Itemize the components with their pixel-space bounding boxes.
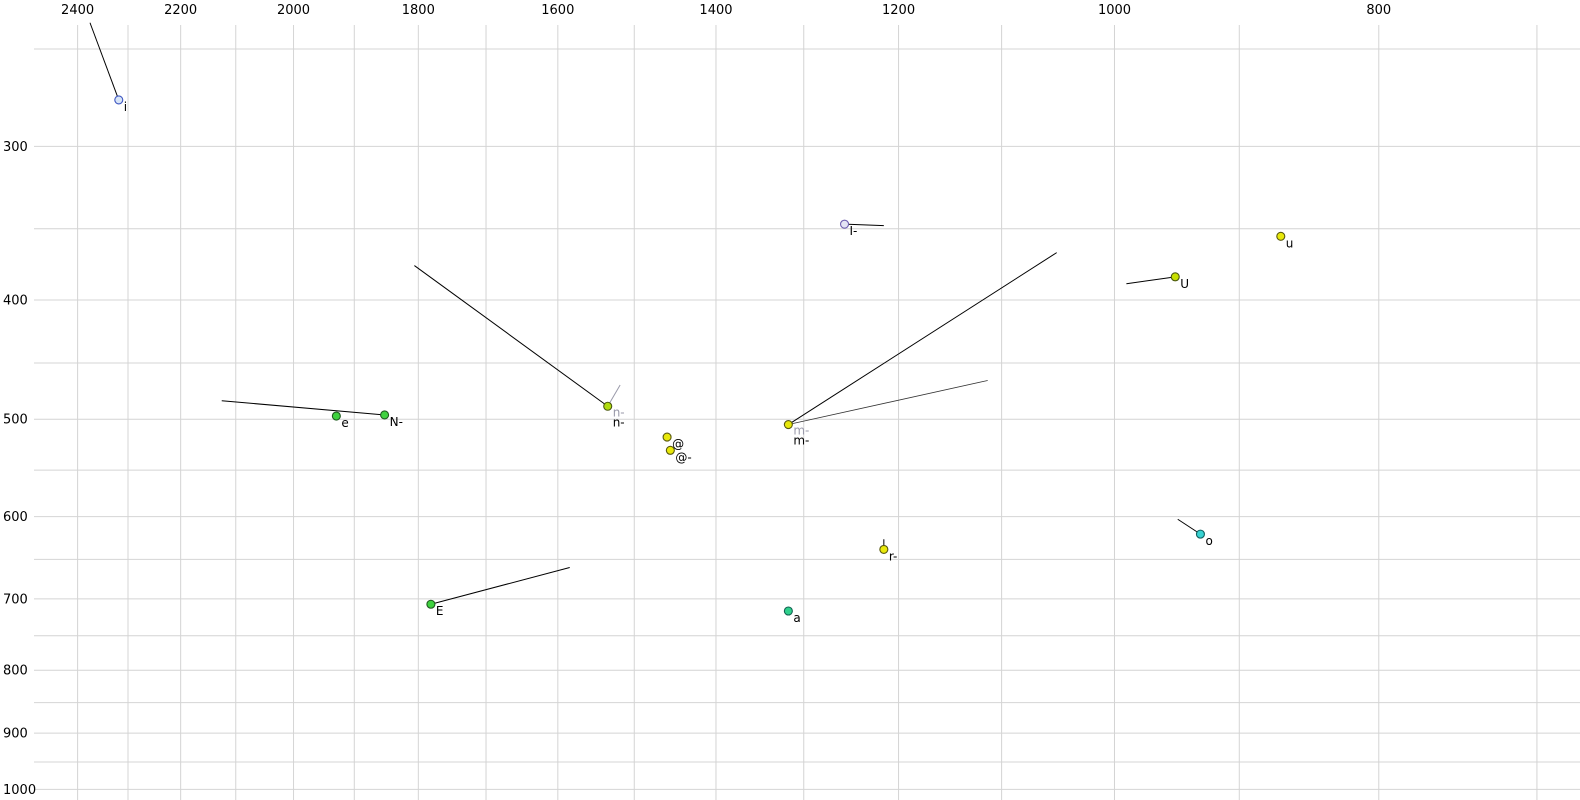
x-tick-label: 1200	[882, 3, 915, 18]
x-tick-label: 1800	[402, 3, 435, 18]
y-tick-label: 1000	[3, 783, 36, 798]
vowel-label: e	[341, 416, 348, 430]
y-tick-label: 400	[3, 294, 28, 309]
vowel-point	[1170, 272, 1180, 282]
x-tick-label: 1000	[1098, 3, 1131, 18]
vowel-point	[783, 419, 793, 430]
y-tick-label: 500	[3, 413, 28, 428]
formant-tail-line	[221, 400, 385, 416]
vowel-label: a	[793, 611, 800, 625]
formant-tail-line	[788, 252, 1057, 425]
vowel-label: n-	[613, 415, 625, 429]
vowel-label: @-	[675, 450, 691, 464]
vowel-label: N-	[390, 415, 403, 429]
vowel-point	[1195, 529, 1205, 539]
y-tick-label: 900	[3, 727, 28, 742]
vowel-point	[331, 411, 341, 421]
vowel-label: E	[436, 604, 444, 618]
vowel-label: i	[124, 100, 127, 114]
vowel-point	[114, 95, 124, 105]
vowel-label: n-	[613, 405, 625, 419]
vowel-label: m-	[793, 434, 809, 448]
formant-tail-line	[1126, 276, 1176, 285]
vowel-label: I-	[850, 224, 858, 238]
y-tick-label: 800	[3, 664, 28, 679]
x-tick-label: 1600	[541, 3, 574, 18]
vowel-point	[839, 219, 850, 229]
formant-tail-line	[414, 265, 609, 407]
axis-tick-labels: 2400 2200 2000 1800 1600 1400 1200 1000 800 300 40…	[3, 3, 1391, 798]
vowel-point	[665, 445, 675, 455]
vowel-label: o	[1205, 534, 1212, 548]
y-tick-label: 600	[3, 510, 28, 525]
vowel-labels: i e N-n-n- @@- m-m- I-u Uo r-a E	[124, 100, 1294, 625]
vowel-point	[603, 401, 613, 411]
vowel-points	[114, 95, 1286, 616]
x-tick-label: 2200	[164, 3, 197, 18]
x-tick-label: 800	[1366, 3, 1391, 18]
vowel-label: U	[1180, 277, 1189, 291]
vowel-label: u	[1286, 236, 1294, 250]
y-tick-label: 300	[3, 140, 28, 155]
vowel-point	[783, 606, 793, 616]
x-tick-label: 1400	[699, 3, 732, 18]
vowel-point	[426, 599, 436, 609]
vowel-label: r-	[889, 549, 898, 563]
vowel-point	[879, 544, 889, 554]
formant-tail-line	[788, 380, 988, 425]
vowel-label: @	[672, 437, 684, 451]
formant-tail-line	[844, 223, 884, 227]
formant-tail-line	[430, 567, 570, 605]
vowel-point	[1276, 231, 1286, 241]
y-tick-label: 700	[3, 592, 28, 607]
x-tick-label: 2000	[277, 3, 310, 18]
formant-tail-line	[89, 22, 120, 101]
vowel-point	[380, 410, 390, 420]
x-tick-label: 2400	[61, 3, 94, 18]
vowel-point	[662, 432, 672, 442]
formant-tails	[89, 22, 1201, 605]
vowel-label: m-	[793, 424, 809, 438]
